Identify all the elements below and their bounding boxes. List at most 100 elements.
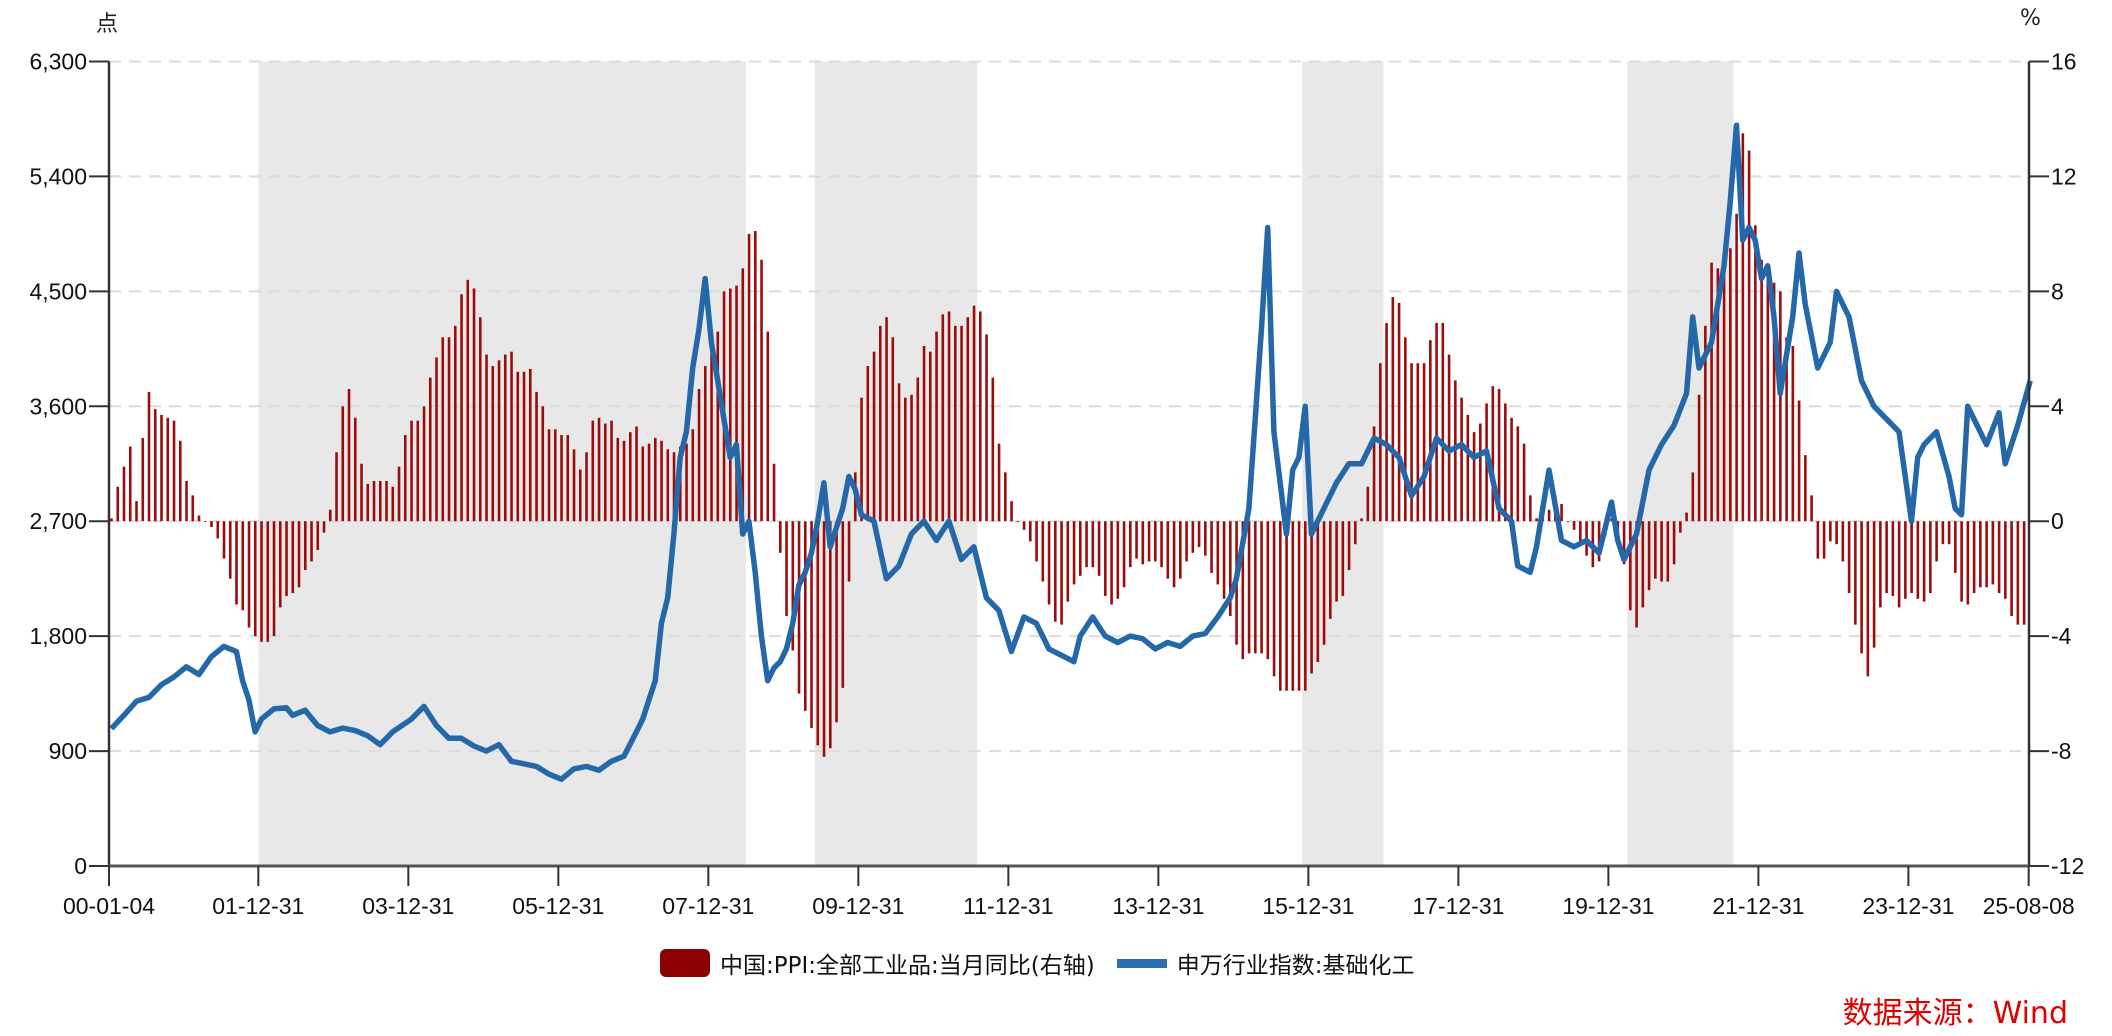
x-tick-label: 01-12-31 <box>212 893 304 919</box>
ppi-bar <box>985 334 988 522</box>
ppi-bar <box>1479 423 1482 522</box>
ppi-bar <box>1460 397 1463 522</box>
ppi-bar <box>1266 521 1270 660</box>
ppi-bar <box>1297 521 1301 691</box>
ppi-bar <box>1891 521 1895 596</box>
ppi-bar <box>1491 386 1495 522</box>
ppi-bar <box>266 521 270 642</box>
legend-label-ppi: 中国:PPI:全部工业品:当月同比(右轴) <box>720 953 1095 979</box>
ppi-bar <box>1229 521 1232 617</box>
ppi-bar <box>760 259 763 522</box>
ppi-bar <box>141 437 145 522</box>
ppi-bar <box>935 331 938 522</box>
ppi-bar <box>1416 363 1420 522</box>
ppi-bar <box>441 337 445 522</box>
ppi-bar <box>1310 521 1313 674</box>
ppi-bar <box>1197 521 1201 548</box>
ppi-bar <box>647 443 651 522</box>
ppi-bar <box>1247 521 1251 654</box>
ppi-bar <box>1160 521 1163 568</box>
ppi-bar <box>1066 521 1070 602</box>
ppi-bar <box>1660 521 1663 582</box>
shaded-period <box>814 61 978 866</box>
left-tick-label: 0 <box>74 853 87 879</box>
x-tick-label: 23-12-31 <box>1862 893 1954 919</box>
ppi-bar <box>235 521 238 605</box>
ppi-bar <box>1954 521 1957 573</box>
ppi-bar <box>1285 521 1288 691</box>
ppi-bar <box>1216 521 1220 585</box>
ppi-bar <box>891 337 895 522</box>
ppi-bar <box>410 420 413 522</box>
right-tick-label: 0 <box>2051 508 2064 534</box>
ppi-bar <box>341 406 345 522</box>
ppi-bar <box>191 495 195 522</box>
ppi-bar <box>428 377 432 522</box>
ppi-bar <box>1304 521 1307 691</box>
ppi-bar <box>1966 521 1970 605</box>
ppi-bar <box>1979 521 1982 588</box>
ppi-bar <box>966 317 970 522</box>
ppi-bar <box>1916 521 1920 599</box>
ppi-bar <box>1816 521 1820 559</box>
ppi-bar <box>1710 262 1713 522</box>
ppi-bar <box>378 480 382 522</box>
ppi-bar <box>885 317 888 522</box>
ppi-bar <box>1029 521 1032 542</box>
ppi-bar <box>1441 322 1445 522</box>
left-tick-label: 1,800 <box>29 623 87 649</box>
shaded-period <box>1302 61 1384 866</box>
ppi-bar <box>566 435 570 522</box>
ppi-bar <box>1329 521 1332 619</box>
ppi-bar <box>241 521 245 611</box>
ppi-bar <box>1172 521 1176 588</box>
ppi-bar <box>1797 400 1801 522</box>
ppi-bar <box>979 311 982 522</box>
ppi-bar <box>616 437 620 522</box>
ppi-bar <box>160 414 163 522</box>
ppi-bar <box>1097 521 1101 576</box>
ppi-bar <box>210 521 213 527</box>
shaded-period <box>258 61 746 866</box>
x-tick-label: 19-12-31 <box>1562 893 1654 919</box>
left-tick-label: 5,400 <box>29 163 87 189</box>
ppi-bar <box>1022 521 1026 530</box>
ppi-bar <box>929 351 932 522</box>
ppi-bar <box>2016 521 2020 625</box>
ppi-bar <box>472 288 476 522</box>
ppi-bar <box>135 501 138 522</box>
ppi-bar <box>716 331 720 522</box>
ppi-bar <box>453 325 457 522</box>
ppi-bar <box>585 452 588 522</box>
ppi-bar <box>1466 414 1470 522</box>
ppi-bar <box>1835 521 1838 545</box>
ppi-bar <box>1529 495 1532 522</box>
ppi-bar <box>1191 521 1195 553</box>
ppi-bar <box>1879 521 1882 608</box>
ppi-bar <box>366 483 370 522</box>
ppi-bar <box>197 515 201 522</box>
ppi-bar <box>1779 291 1782 522</box>
ppi-bar <box>1579 521 1582 545</box>
ppi-bar <box>772 463 776 522</box>
ppi-bar <box>1072 521 1076 585</box>
right-tick-label: -8 <box>2051 738 2071 764</box>
ppi-bar <box>1210 521 1213 573</box>
ppi-bar <box>635 426 638 522</box>
ppi-bar <box>1391 297 1395 522</box>
ppi-bar <box>1366 486 1370 522</box>
ppi-bar <box>1104 521 1107 596</box>
ppi-bar <box>303 521 307 571</box>
ppi-bar <box>497 360 501 522</box>
x-tick-label: 21-12-31 <box>1712 893 1804 919</box>
ppi-bar <box>1129 521 1132 568</box>
ppi-bar <box>216 521 220 539</box>
ppi-bar <box>310 521 313 562</box>
ppi-bar <box>1804 455 1807 522</box>
ppi-bar <box>1810 495 1813 522</box>
ppi-bar <box>1991 521 1995 585</box>
ppi-bar <box>1385 322 1388 522</box>
ppi-bar <box>628 432 632 522</box>
ppi-bar <box>116 486 120 522</box>
